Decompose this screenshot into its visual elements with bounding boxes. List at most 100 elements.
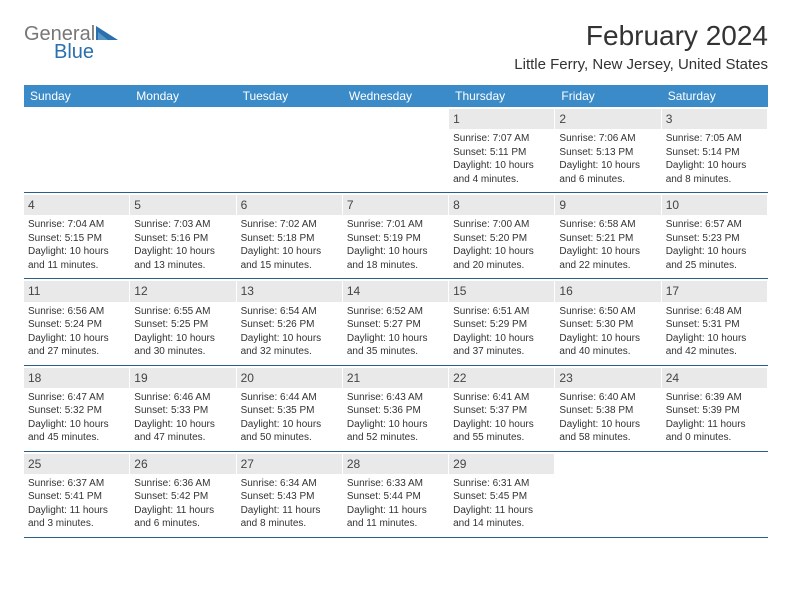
day-cell-blank <box>130 107 236 192</box>
day-daylight1: Daylight: 11 hours <box>453 504 550 518</box>
day-sunset: Sunset: 5:11 PM <box>453 146 550 160</box>
dow-cell: Sunday <box>24 85 130 107</box>
day-cell: 7Sunrise: 7:01 AMSunset: 5:19 PMDaylight… <box>343 193 449 278</box>
day-cell: 18Sunrise: 6:47 AMSunset: 5:32 PMDayligh… <box>24 366 130 451</box>
day-cell: 20Sunrise: 6:44 AMSunset: 5:35 PMDayligh… <box>237 366 343 451</box>
day-sunset: Sunset: 5:38 PM <box>559 404 656 418</box>
day-number <box>24 109 129 129</box>
day-sunrise: Sunrise: 6:57 AM <box>666 218 763 232</box>
day-number: 11 <box>24 281 129 301</box>
day-cell: 11 Sunrise: 6:56 AMSunset: 5:24 PMDayligh… <box>24 279 130 364</box>
day-daylight1: Daylight: 10 hours <box>28 332 125 346</box>
day-number: 22 <box>449 368 554 388</box>
day-cell: 17Sunrise: 6:48 AMSunset: 5:31 PMDayligh… <box>662 279 768 364</box>
day-daylight2: and 52 minutes. <box>347 431 444 445</box>
day-cell-blank <box>237 107 343 192</box>
logo: General Blue <box>24 20 144 60</box>
logo-svg: General Blue <box>24 20 144 60</box>
day-sunrise: Sunrise: 6:55 AM <box>134 305 231 319</box>
day-cell: 14Sunrise: 6:52 AMSunset: 5:27 PMDayligh… <box>343 279 449 364</box>
day-sunset: Sunset: 5:27 PM <box>347 318 444 332</box>
day-daylight1: Daylight: 10 hours <box>453 159 550 173</box>
day-sunset: Sunset: 5:26 PM <box>241 318 338 332</box>
day-sunset: Sunset: 5:35 PM <box>241 404 338 418</box>
day-number: 27 <box>237 454 342 474</box>
dow-cell: Tuesday <box>237 85 343 107</box>
day-sunrise: Sunrise: 7:05 AM <box>666 132 763 146</box>
day-daylight2: and 30 minutes. <box>134 345 231 359</box>
day-daylight2: and 55 minutes. <box>453 431 550 445</box>
day-sunrise: Sunrise: 6:36 AM <box>134 477 231 491</box>
day-cell: 29 Sunrise: 6:31 AMSunset: 5:45 PMDayligh… <box>449 452 555 537</box>
day-sunset: Sunset: 5:39 PM <box>666 404 763 418</box>
day-daylight1: Daylight: 10 hours <box>241 245 338 259</box>
day-daylight2: and 42 minutes. <box>666 345 763 359</box>
day-sunrise: Sunrise: 6:43 AM <box>347 391 444 405</box>
day-sunrise: Sunrise: 6:48 AM <box>666 305 763 319</box>
day-daylight2: and 11 minutes. <box>28 259 125 273</box>
day-sunset: Sunset: 5:23 PM <box>666 232 763 246</box>
day-sunrise: Sunrise: 7:06 AM <box>559 132 656 146</box>
day-daylight2: and 11 minutes. <box>347 517 444 531</box>
day-cell: 10 Sunrise: 6:57 AMSunset: 5:23 PMDayligh… <box>662 193 768 278</box>
day-sunset: Sunset: 5:45 PM <box>453 490 550 504</box>
day-daylight1: Daylight: 10 hours <box>453 332 550 346</box>
day-sunset: Sunset: 5:24 PM <box>28 318 125 332</box>
day-sunset: Sunset: 5:36 PM <box>347 404 444 418</box>
day-sunrise: Sunrise: 6:44 AM <box>241 391 338 405</box>
day-number: 29 <box>449 454 554 474</box>
day-cell: 28Sunrise: 6:33 AMSunset: 5:44 PMDayligh… <box>343 452 449 537</box>
day-number: 19 <box>130 368 235 388</box>
day-sunset: Sunset: 5:14 PM <box>666 146 763 160</box>
day-cell: 16Sunrise: 6:50 AMSunset: 5:30 PMDayligh… <box>555 279 661 364</box>
day-number: 23 <box>555 368 660 388</box>
day-number: 9 <box>555 195 660 215</box>
day-daylight2: and 58 minutes. <box>559 431 656 445</box>
day-number <box>343 109 448 129</box>
day-daylight1: Daylight: 10 hours <box>559 245 656 259</box>
day-daylight2: and 20 minutes. <box>453 259 550 273</box>
day-cell-blank <box>24 107 130 192</box>
day-daylight1: Daylight: 11 hours <box>28 504 125 518</box>
day-sunrise: Sunrise: 7:02 AM <box>241 218 338 232</box>
week-row: 18Sunrise: 6:47 AMSunset: 5:32 PMDayligh… <box>24 366 768 452</box>
week-row: 1Sunrise: 7:07 AMSunset: 5:11 PMDaylight… <box>24 107 768 193</box>
day-number: 15 <box>449 281 554 301</box>
day-number: 1 <box>449 109 554 129</box>
day-cell: 3Sunrise: 7:05 AMSunset: 5:14 PMDaylight… <box>662 107 768 192</box>
day-cell: 13Sunrise: 6:54 AMSunset: 5:26 PMDayligh… <box>237 279 343 364</box>
day-number <box>555 454 660 474</box>
day-sunset: Sunset: 5:41 PM <box>28 490 125 504</box>
day-cell-blank <box>343 107 449 192</box>
day-daylight1: Daylight: 10 hours <box>559 159 656 173</box>
day-daylight1: Daylight: 10 hours <box>666 245 763 259</box>
day-daylight1: Daylight: 10 hours <box>134 418 231 432</box>
day-sunset: Sunset: 5:20 PM <box>453 232 550 246</box>
day-sunrise: Sunrise: 6:31 AM <box>453 477 550 491</box>
day-daylight1: Daylight: 11 hours <box>241 504 338 518</box>
day-cell-blank <box>662 452 768 537</box>
day-sunrise: Sunrise: 7:01 AM <box>347 218 444 232</box>
day-daylight2: and 27 minutes. <box>28 345 125 359</box>
dow-cell: Wednesday <box>343 85 449 107</box>
day-daylight2: and 32 minutes. <box>241 345 338 359</box>
day-daylight2: and 22 minutes. <box>559 259 656 273</box>
day-number: 26 <box>130 454 235 474</box>
day-number: 5 <box>130 195 235 215</box>
day-daylight1: Daylight: 11 hours <box>134 504 231 518</box>
day-number: 13 <box>237 281 342 301</box>
day-daylight2: and 6 minutes. <box>134 517 231 531</box>
day-number: 7 <box>343 195 448 215</box>
day-sunset: Sunset: 5:44 PM <box>347 490 444 504</box>
day-cell: 21Sunrise: 6:43 AMSunset: 5:36 PMDayligh… <box>343 366 449 451</box>
day-number: 10 <box>662 195 767 215</box>
dow-cell: Saturday <box>662 85 768 107</box>
day-sunset: Sunset: 5:15 PM <box>28 232 125 246</box>
day-sunset: Sunset: 5:32 PM <box>28 404 125 418</box>
day-sunrise: Sunrise: 6:56 AM <box>28 305 125 319</box>
day-daylight2: and 40 minutes. <box>559 345 656 359</box>
day-daylight1: Daylight: 11 hours <box>347 504 444 518</box>
day-daylight1: Daylight: 11 hours <box>666 418 763 432</box>
day-daylight2: and 15 minutes. <box>241 259 338 273</box>
day-sunset: Sunset: 5:37 PM <box>453 404 550 418</box>
